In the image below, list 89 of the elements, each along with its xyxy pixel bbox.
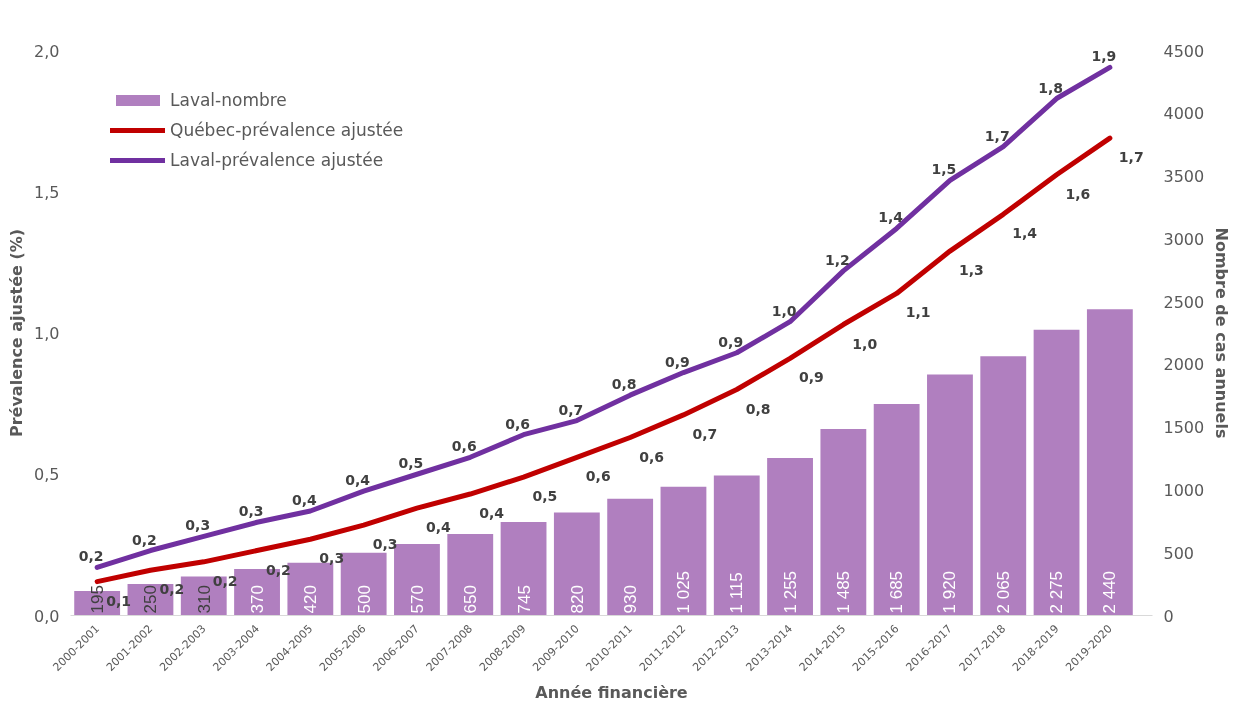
data-label: 1,7 (984, 127, 1010, 144)
bar (820, 429, 867, 616)
data-label: 650 (461, 585, 481, 614)
data-label: 0,3 (185, 517, 211, 534)
y2-tick-label: 2000 (1163, 355, 1205, 375)
data-label: 1 025 (673, 570, 693, 614)
data-label: 820 (567, 585, 587, 614)
data-label: 0,7 (692, 425, 718, 442)
bar (873, 403, 920, 616)
data-label: 0,3 (372, 536, 398, 553)
data-label: 1 685 (887, 570, 907, 614)
y2-tick-label: 4500 (1163, 41, 1205, 61)
data-label: 0,9 (665, 353, 690, 370)
bar (553, 512, 600, 616)
data-label: 1,4 (1012, 225, 1038, 242)
data-label: 745 (514, 585, 534, 614)
data-label: 0,5 (532, 488, 558, 505)
data-label: 0,4 (291, 491, 318, 508)
y2-axis-title: Nombre de cas annuels (1212, 227, 1232, 439)
y-tick-label: 2,0 (34, 41, 60, 61)
y-tick-label: 0,0 (34, 606, 60, 626)
bar (980, 356, 1027, 616)
data-label: 0,4 (345, 472, 371, 489)
data-label: 0,9 (799, 369, 824, 386)
data-label: 0,3 (238, 503, 264, 520)
data-label: 1,5 (931, 161, 957, 178)
data-label: 370 (248, 585, 268, 614)
bar (767, 457, 813, 616)
bar (500, 521, 547, 616)
y2-tick-label: 500 (1163, 543, 1195, 563)
data-label: 0,5 (398, 455, 424, 472)
x-axis-title: Année financière (535, 682, 688, 702)
bar (660, 486, 707, 616)
data-label: 420 (301, 585, 321, 614)
data-label: 250 (141, 585, 161, 614)
data-label: 570 (407, 585, 427, 614)
y2-tick-label: 0 (1163, 606, 1174, 626)
data-label: 1 485 (833, 570, 853, 614)
data-label: 2 275 (1047, 570, 1067, 614)
y-tick-label: 0,5 (34, 465, 60, 485)
y2-tick-label: 1500 (1163, 418, 1205, 438)
data-label: 1 920 (940, 570, 960, 614)
data-label: 310 (194, 585, 214, 614)
data-label: 0,9 (718, 333, 744, 350)
bar (927, 374, 973, 616)
bar (1086, 309, 1133, 616)
y2-tick-label: 1000 (1163, 480, 1205, 500)
y2-tick-label: 4000 (1163, 104, 1205, 124)
data-label: 1,8 (1038, 79, 1063, 96)
data-label: 195 (88, 585, 108, 614)
data-label: 0,2 (132, 531, 157, 548)
data-label: 1,7 (1118, 149, 1144, 166)
y-tick-label: 1,0 (34, 324, 60, 343)
data-label: 1,0 (771, 302, 797, 319)
data-label: 1,4 (878, 209, 904, 226)
data-label: 1,9 (1091, 48, 1117, 65)
data-label: 0,6 (505, 415, 530, 432)
data-label: 0,8 (745, 400, 771, 417)
y2-tick-label: 3500 (1163, 167, 1205, 187)
data-label: 0,6 (585, 468, 611, 485)
data-label: 0,2 (78, 548, 104, 565)
bar (607, 498, 654, 616)
data-label: 2 065 (993, 570, 1013, 614)
bar (713, 475, 760, 616)
legend-label: Québec-prévalence ajustée (170, 120, 404, 140)
bar (447, 533, 494, 616)
data-label: 0,4 (479, 505, 505, 522)
data-label: 1 255 (780, 570, 800, 614)
data-label: 0,6 (639, 448, 664, 465)
data-label: 1,0 (852, 335, 878, 352)
data-label: 0,4 (425, 519, 452, 536)
data-label: 1,1 (905, 304, 931, 321)
legend-label: Laval-prévalence ajustée (170, 150, 384, 170)
data-label: 1,3 (958, 262, 984, 279)
data-label: 1,6 (1065, 185, 1091, 202)
data-label: 0,7 (558, 401, 584, 418)
y-axis-title: Prévalence ajustée (%) (7, 228, 27, 438)
y-tick-label: 1,5 (34, 182, 60, 202)
data-label: 500 (354, 585, 374, 614)
data-label: 1 115 (727, 572, 747, 614)
data-label: 0,6 (451, 438, 477, 455)
legend-label: Laval-nombre (170, 90, 287, 110)
data-label: 0,8 (611, 376, 637, 393)
y2-tick-label: 3000 (1163, 229, 1205, 249)
y2-tick-label: 2500 (1163, 292, 1205, 312)
bar (1033, 329, 1080, 616)
data-label: 930 (621, 585, 641, 614)
data-label: 1,2 (824, 251, 850, 268)
data-label: 2 440 (1100, 570, 1120, 614)
